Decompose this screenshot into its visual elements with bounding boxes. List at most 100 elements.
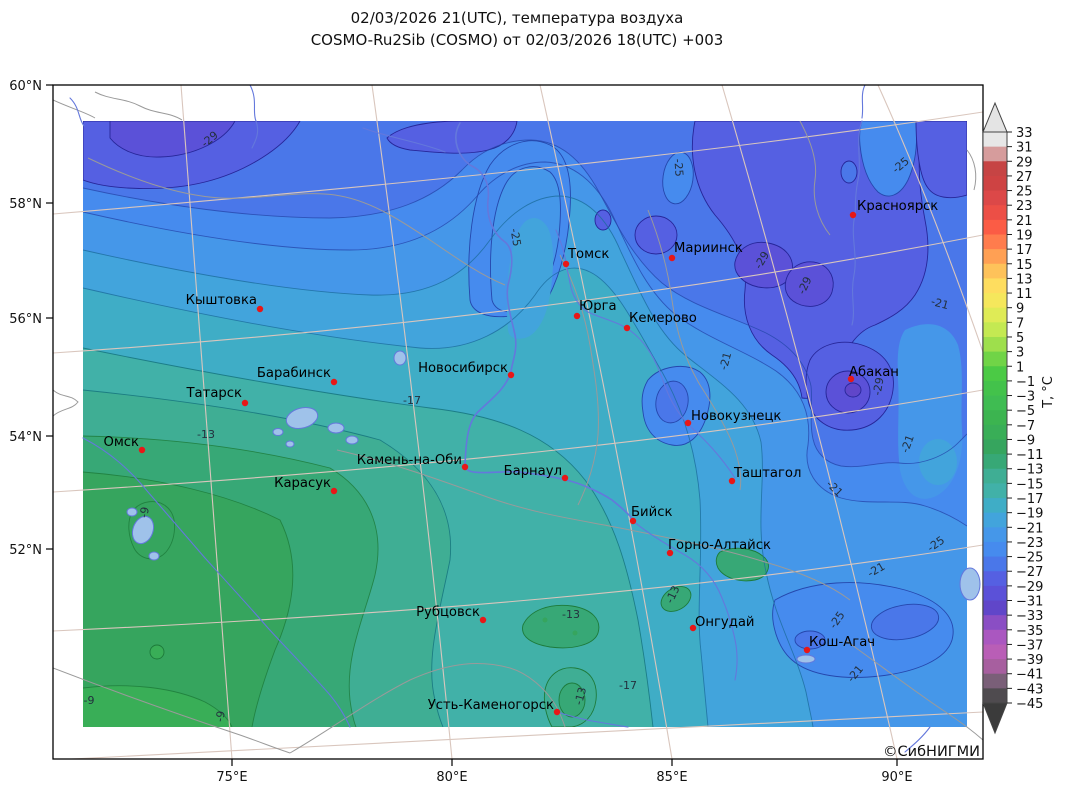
city-dot [479, 616, 487, 624]
colorbar-segment [983, 205, 1007, 221]
admin-borders [53, 91, 983, 754]
city-marker-group: Томск [562, 247, 609, 268]
lon-tick-label: 80°E [436, 770, 467, 785]
colorbar-segment [983, 498, 1007, 514]
colorbar-segment [983, 278, 1007, 294]
city-label: Красноярск [857, 199, 938, 214]
colorbar-tick-label: 9 [1016, 302, 1024, 317]
city-dot [562, 260, 570, 268]
map-title-line2: COSMO-Ru2Sib (COSMO) от 02/03/2026 18(UT… [311, 31, 724, 49]
colorbar-tick-label: −21 [1016, 521, 1043, 536]
latitude-axis: 60°N 58°N 56°N 54°N 52°N [9, 79, 53, 558]
colorbar-segment [983, 483, 1007, 499]
city-label: Бийск [631, 505, 672, 520]
colorbar-tick-label: −43 [1016, 682, 1043, 697]
city-marker-group: Барнаул [504, 464, 569, 482]
graticule-grid [53, 85, 983, 759]
city-label: Карасук [274, 476, 331, 491]
city-dot [561, 474, 569, 482]
city-dot [507, 371, 515, 379]
contour-value-label: -25 [671, 158, 686, 177]
city-dot [849, 211, 857, 219]
contour-value-label: -9 [213, 710, 228, 723]
city-label: Онгудай [695, 615, 755, 630]
lat-tick-label: 58°N [9, 197, 42, 212]
city-marker-group: Усть-Каменогорск [428, 698, 561, 716]
city-dot [553, 708, 561, 716]
colorbar-tick-label: −17 [1016, 492, 1043, 507]
lon-tick-label: 85°E [656, 770, 687, 785]
colorbar-segment [983, 439, 1007, 455]
colorbar-segment [983, 234, 1007, 250]
lon-tick-label: 90°E [881, 770, 912, 785]
contour-value-label: -13 [572, 686, 589, 707]
city-label: Новосибирск [418, 360, 508, 376]
colorbar-segment [983, 322, 1007, 338]
contour-value-label: -25 [507, 227, 523, 247]
colorbar-tick-label: −31 [1016, 595, 1043, 610]
city-marker-group: Камень-на-Оби [357, 452, 469, 471]
colorbar-tick-label: −15 [1016, 477, 1043, 492]
lat-tick-label: 56°N [9, 312, 42, 327]
colorbar-tick-label: 25 [1016, 185, 1033, 200]
temperature-colorbar: 33312927252321191715131197531−1−3−5−7−9−… [982, 101, 1043, 735]
colorbar-segment [983, 556, 1007, 572]
colorbar-tick-label: 15 [1016, 258, 1033, 273]
city-label: Абакан [849, 364, 899, 380]
colorbar-segment [983, 161, 1007, 177]
city-marker-group: Новосибирск [418, 360, 515, 379]
contour-value-label: -21 [899, 433, 917, 454]
city-dot [256, 305, 264, 313]
city-marker-group: Омск [103, 435, 146, 454]
colorbar-segment [983, 336, 1007, 353]
colorbar-segment [983, 132, 1007, 148]
colorbar-tick-label: 31 [1016, 141, 1033, 156]
city-dot [689, 624, 697, 632]
colorbar-segment [983, 293, 1007, 309]
city-dot [629, 517, 637, 525]
colorbar-segment [983, 190, 1007, 206]
colorbar-tick-label: 5 [1016, 331, 1024, 346]
city-marker-group: Абакан [847, 364, 899, 383]
city-dot [623, 324, 631, 332]
city-label: Томск [567, 247, 609, 262]
lat-tick-label: 52°N [9, 543, 42, 558]
colorbar-segment [983, 175, 1007, 192]
city-label: Татарск [186, 386, 243, 401]
colorbar-segment [983, 673, 1007, 689]
contour-value-label: -13 [197, 428, 215, 441]
city-marker-group: Татарск [186, 386, 249, 407]
colorbar-tick-label: −7 [1016, 419, 1035, 434]
colorbar-segment [983, 424, 1007, 440]
city-label: Камень-на-Оби [357, 452, 462, 468]
city-label: Барнаул [504, 464, 562, 479]
colorbar-tick-label: −5 [1016, 404, 1035, 419]
longitude-axis: 75°E 80°E 85°E 90°E [216, 759, 913, 785]
colorbar-segment [983, 615, 1007, 631]
colorbar-arrow-down [982, 702, 1008, 735]
contour-value-label: -21 [717, 351, 734, 372]
colorbar-tick-label: 1 [1016, 360, 1024, 375]
credit-watermark: ©СибНИГМИ [883, 744, 980, 760]
city-dot [461, 463, 469, 471]
colorbar-tick-label: −37 [1016, 638, 1043, 653]
colorbar-segment [983, 688, 1007, 704]
colorbar-segment [983, 512, 1007, 528]
colorbar-segment [983, 644, 1007, 660]
city-label: Горно-Алтайск [668, 538, 771, 553]
city-marker-group: Новокузнецк [684, 409, 781, 427]
colorbar-segment [983, 380, 1007, 397]
contour-value-label: -21 [930, 295, 951, 312]
colorbar-tick-label: −13 [1016, 463, 1043, 478]
city-markers: Красноярск Томск Мариинск Юрга Кемерово Кышто… [103, 199, 938, 716]
city-marker-group: Бийск [629, 505, 672, 525]
contour-value-label: -17 [619, 679, 637, 692]
colorbar-tick-label: −33 [1016, 609, 1043, 624]
lat-tick-label: 60°N [9, 79, 42, 94]
contour-value-label: -13 [562, 608, 580, 621]
city-dot [668, 254, 676, 262]
city-dot [684, 419, 692, 427]
city-marker-group: Красноярск [849, 199, 938, 219]
city-marker-group: Барабинск [257, 365, 338, 386]
